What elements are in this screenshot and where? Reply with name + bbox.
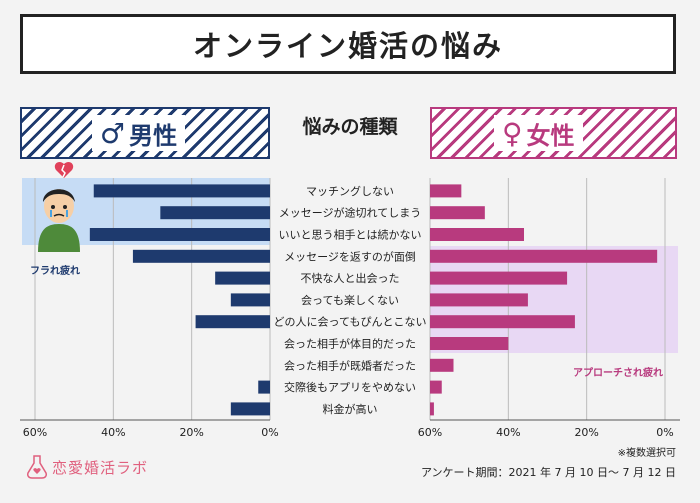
female-tick-label: 60% <box>418 426 442 439</box>
category-label: 交際後もアプリをやめない <box>284 380 416 394</box>
logo-text: 恋愛婚活ラボ <box>52 458 149 477</box>
female-bar <box>430 249 658 263</box>
male-label-text: 男性 <box>129 121 178 150</box>
male-tick-label: 60% <box>23 426 47 439</box>
female-tick-label: 0% <box>656 426 673 439</box>
female-symbol-icon: ♀ <box>502 116 523 150</box>
category-label: 会った相手が既婚者だった <box>284 358 416 372</box>
male-bar <box>93 184 270 198</box>
category-label: 不快な人と出会った <box>301 271 400 285</box>
male-tick-label: 0% <box>261 426 278 439</box>
category-label: 会っても楽しくない <box>301 294 399 307</box>
category-label: マッチングしない <box>306 184 394 198</box>
male-bar <box>215 271 270 285</box>
male-header: ♂ 男性 <box>20 107 270 159</box>
female-bar <box>430 315 575 329</box>
female-bar <box>430 271 568 285</box>
female-bar <box>430 228 524 241</box>
heartbroken-man-icon <box>38 161 80 252</box>
male-tick-label: 20% <box>179 426 203 439</box>
female-bar <box>430 293 528 307</box>
category-label: 会った相手が体目的だった <box>284 337 416 351</box>
category-heading: 悩みの種類 <box>302 116 398 138</box>
female-tick-label: 20% <box>574 426 598 439</box>
category-label: メッセージを返すのが面倒 <box>284 249 416 263</box>
category-label: メッセージが途切れてしまう <box>279 206 421 220</box>
female-label-text: 女性 <box>526 121 575 150</box>
male-bar <box>230 293 270 307</box>
flask-heart-icon <box>27 455 47 479</box>
footnote: ※複数選択可 <box>617 448 676 459</box>
male-tick-label: 40% <box>101 426 125 439</box>
female-label: ♀ 女性 <box>494 115 583 151</box>
male-label: ♂ 男性 <box>92 115 186 151</box>
male-bar <box>195 315 270 329</box>
female-bar <box>430 184 462 198</box>
female-bar <box>430 380 442 394</box>
category-label: 料金が高い <box>323 402 378 416</box>
male-bar <box>132 249 270 263</box>
female-tick-label: 40% <box>496 426 520 439</box>
female-bar <box>430 206 485 220</box>
male-bar <box>258 380 270 394</box>
female-bar <box>430 358 454 372</box>
category-label: どの人に会ってもぴんとこない <box>274 316 427 329</box>
page-title: オンライン婚活の悩み <box>192 29 503 63</box>
survey-period: アンケート期間：2021 年 7 月 10 日～ 7 月 12 日 <box>420 466 676 479</box>
male-bar <box>230 402 270 416</box>
title-box: オンライン婚活の悩み <box>20 14 676 74</box>
male-bar <box>160 206 270 220</box>
category-label: いいと思う相手とは続かない <box>279 228 422 242</box>
female-bar <box>430 402 434 416</box>
logo: 恋愛婚活ラボ <box>26 454 148 480</box>
male-highlight-label: フラれ疲れ <box>30 266 80 277</box>
female-highlight-label: アプローチされ疲れ <box>573 368 663 379</box>
male-bar <box>89 228 270 241</box>
female-bar <box>430 337 509 350</box>
female-header: ♀ 女性 <box>430 107 677 159</box>
male-symbol-icon: ♂ <box>100 116 126 150</box>
